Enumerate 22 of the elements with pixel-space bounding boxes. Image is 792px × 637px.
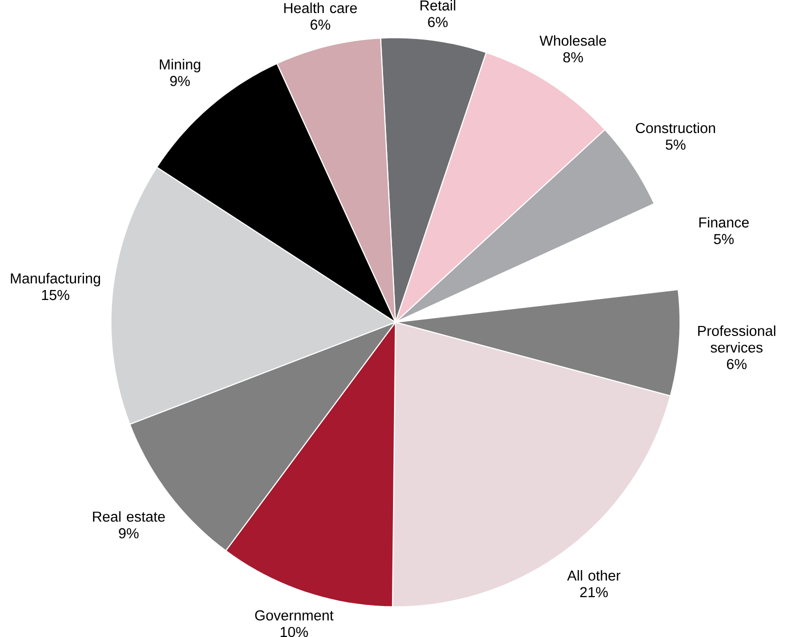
data-label: 6% — [428, 16, 448, 28]
slice-label: Professional services — [698, 325, 776, 353]
slice-label: Finance — [699, 216, 749, 228]
slice-label: Construction — [636, 122, 716, 134]
slice-label: Health care — [284, 2, 357, 14]
slice-label: Manufacturing — [10, 272, 100, 286]
data-label: 21% — [580, 587, 608, 598]
data-label: 9% — [118, 528, 139, 538]
data-label: 15% — [42, 290, 70, 300]
slice-label: Retail — [420, 0, 456, 11]
slice-label: All other — [567, 570, 620, 581]
slice-label: Mining — [160, 58, 200, 72]
data-label: 9% — [170, 76, 190, 86]
slice-label: Real estate — [93, 511, 165, 522]
slice-label: Wholesale — [540, 35, 606, 46]
data-label: 5% — [714, 234, 734, 244]
data-label: 6% — [310, 20, 330, 30]
data-label: 10% — [280, 626, 308, 637]
data-label: 6% — [726, 358, 747, 370]
data-label: 8% — [563, 52, 583, 62]
data-label: 5% — [666, 140, 686, 150]
slice-label: Government — [255, 610, 334, 620]
